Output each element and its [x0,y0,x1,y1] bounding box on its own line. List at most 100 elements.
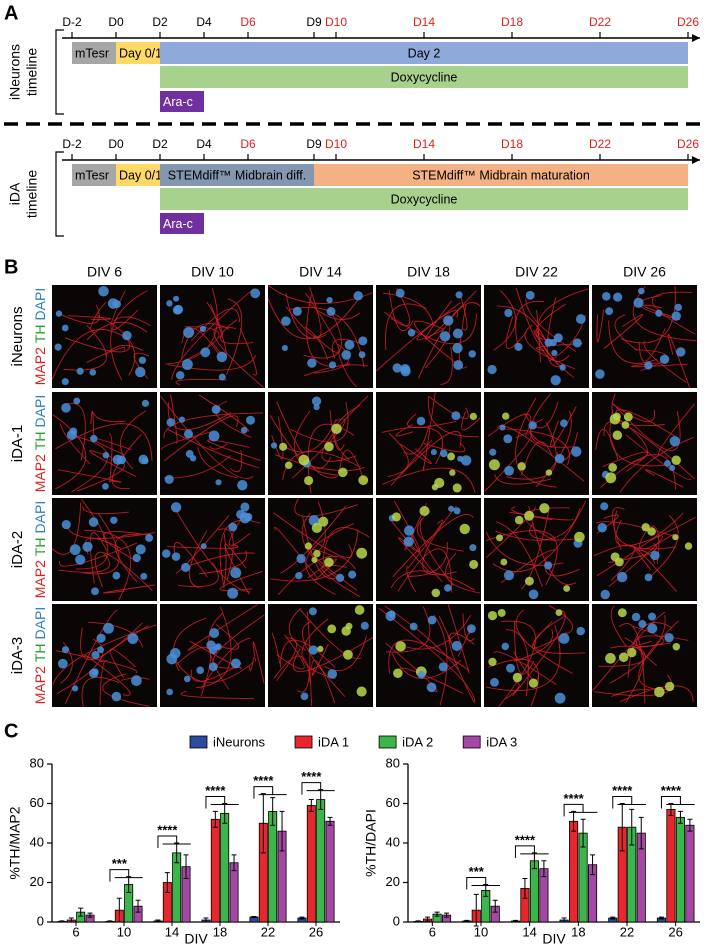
cell [341,626,351,636]
micrograph [376,604,481,707]
neurite [637,549,656,564]
neurite [292,637,374,673]
significance-label: **** [563,791,584,806]
significance-bracket [514,845,549,858]
error-bar [464,919,470,923]
cell [122,330,132,341]
neurite [424,324,451,369]
cell [621,421,630,429]
stain-name: MAP2 [32,666,48,704]
panel-label: A [4,2,18,24]
neurite [225,298,243,376]
stain-label: MAP2 TH DAPI [32,395,48,492]
y-tick-label: 0 [393,913,400,928]
timeline-name: iNeurons [7,44,23,100]
cell [102,451,110,459]
neurite [644,469,684,488]
neurite [285,292,327,339]
cell [91,668,99,676]
neurite [285,287,322,339]
cell [664,681,675,692]
cell [524,510,535,521]
bar [325,820,335,923]
neurite [391,500,421,553]
significance-bracket [612,796,646,809]
cell [211,405,221,414]
neurite [488,658,540,707]
cell [91,587,99,596]
cell [452,328,463,339]
cell [393,668,403,679]
significance-label: **** [205,783,226,798]
cell [91,650,100,660]
neurite [411,532,443,583]
cell [572,338,582,348]
neurite [528,506,577,585]
cell [185,449,194,458]
neurite [593,544,635,581]
micrograph [592,285,697,388]
neurite [406,614,472,650]
micrograph [484,285,589,388]
neurite [495,521,543,588]
cell [466,624,476,634]
cell [496,534,504,542]
neurite [385,303,427,350]
micrograph-bg [160,285,265,388]
cell [75,554,86,565]
cell [600,589,610,600]
legend-label: iNeurons [213,734,266,749]
neurite [175,378,227,386]
cell [145,534,154,542]
neurite [505,316,527,349]
micrograph-bg [484,498,589,601]
cell [554,453,565,464]
micrograph-bg [268,285,373,388]
neurite [592,611,666,692]
cell [430,449,437,456]
micrograph [52,604,157,707]
cell [281,316,291,326]
error-bar [260,793,266,854]
cell [354,605,365,615]
neurite [515,287,570,362]
micrograph [160,498,265,601]
cell [55,310,63,317]
neurite [440,347,453,385]
cell [181,359,193,370]
cell [228,522,238,532]
neurite [89,532,108,584]
cell [469,412,477,421]
cell [141,457,149,465]
neurite [290,402,349,443]
neurite [267,296,361,340]
cell [170,502,182,513]
legend-swatch [294,735,313,749]
neurite [611,689,650,697]
cell [135,366,146,378]
cell [539,503,550,514]
cell [111,691,122,702]
cell [140,572,148,580]
cell [331,423,342,435]
cell [641,523,650,532]
stain-name: DAPI [32,501,48,534]
neurite [337,350,358,388]
neurite [485,506,537,559]
error-bar [561,917,567,923]
cell [409,622,418,631]
error-bar [308,799,314,812]
neurite [648,515,679,579]
neurite [196,606,232,689]
neurite [248,657,255,671]
x-tick-label: 6 [72,924,79,939]
significance-bracket [205,796,239,809]
cell [469,559,479,569]
cell [281,344,288,352]
cell [514,515,524,525]
x-tick-label: 10 [117,924,131,939]
error-bar [619,803,625,852]
bar [268,811,278,923]
neurite [515,609,573,675]
